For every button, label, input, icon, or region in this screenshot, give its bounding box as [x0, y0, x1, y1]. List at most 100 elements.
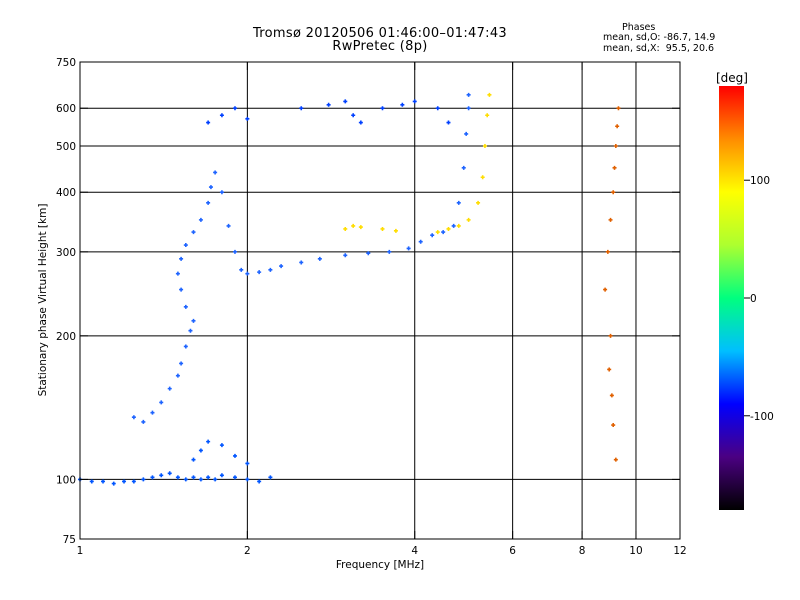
data-point	[608, 217, 613, 222]
data-point	[213, 170, 218, 175]
colorbar-title: [deg]	[716, 71, 748, 85]
data-point	[213, 477, 218, 482]
data-point	[268, 267, 273, 272]
data-point	[380, 226, 385, 231]
data-point	[380, 106, 385, 111]
data-point	[219, 113, 224, 118]
data-point	[232, 106, 237, 111]
data-point	[418, 239, 423, 244]
phase-x-stats: mean, sd,X: 95.5, 20.6	[603, 43, 715, 54]
data-point	[206, 475, 211, 480]
colorbar-tick-label: 0	[750, 293, 757, 305]
data-point	[150, 410, 155, 415]
data-point	[245, 477, 250, 482]
data-point	[111, 481, 116, 486]
y-axis: 75 100 200 300 400 500 600 750	[56, 57, 680, 546]
data-point	[613, 143, 618, 148]
data-point	[299, 106, 304, 111]
data-point	[198, 217, 203, 222]
data-point	[387, 249, 392, 254]
data-point	[206, 120, 211, 125]
data-point	[183, 477, 188, 482]
data-point	[482, 143, 487, 148]
data-point	[441, 230, 446, 235]
x-tick-label: 2	[244, 545, 251, 557]
y-tick-label: 400	[56, 187, 76, 199]
data-point	[167, 386, 172, 391]
scatter-points	[78, 92, 621, 486]
phases-heading: Phases	[622, 22, 656, 33]
plot-frame	[79, 61, 681, 540]
data-point	[607, 367, 612, 372]
grid-lines	[80, 62, 680, 539]
data-point	[299, 260, 304, 265]
data-point	[609, 393, 614, 398]
data-point	[245, 116, 250, 121]
data-point	[608, 333, 613, 338]
data-point	[451, 223, 456, 228]
y-axis-label: Stationary phase Virtual Height [km]	[37, 204, 49, 397]
data-point	[326, 102, 331, 107]
data-point	[101, 479, 106, 484]
data-point	[245, 461, 250, 466]
data-point	[446, 120, 451, 125]
colorbar-tick-label: -100	[750, 411, 774, 423]
data-point	[461, 165, 466, 170]
data-point	[466, 217, 471, 222]
data-point	[257, 270, 262, 275]
data-point	[400, 102, 405, 107]
data-point	[232, 475, 237, 480]
data-point	[191, 318, 196, 323]
data-point	[487, 92, 492, 97]
data-point	[141, 477, 146, 482]
data-point	[179, 256, 184, 261]
data-point	[358, 120, 363, 125]
x-axis: 1 2 4 6 8 10 12	[77, 62, 687, 557]
data-point	[131, 479, 136, 484]
data-point	[268, 475, 273, 480]
x-tick-label: 6	[509, 545, 516, 557]
phase-o-stats: mean, sd,O: -86.7, 14.9	[603, 32, 716, 43]
x-tick-label: 10	[629, 545, 642, 557]
data-point	[175, 373, 180, 378]
data-point	[232, 453, 237, 458]
data-point	[343, 253, 348, 258]
data-point	[393, 228, 398, 233]
data-point	[191, 230, 196, 235]
data-point	[446, 226, 451, 231]
data-point	[279, 264, 284, 269]
data-point	[191, 457, 196, 462]
data-point	[219, 443, 224, 448]
data-point	[183, 344, 188, 349]
x-tick-label: 12	[673, 545, 686, 557]
data-point	[198, 448, 203, 453]
data-point	[131, 415, 136, 420]
data-point	[456, 223, 461, 228]
x-tick-label: 1	[77, 545, 84, 557]
data-point	[232, 249, 237, 254]
data-point	[611, 423, 616, 428]
data-point	[175, 475, 180, 480]
data-point	[611, 190, 616, 195]
data-point	[343, 226, 348, 231]
data-point	[605, 249, 610, 254]
data-point	[435, 106, 440, 111]
data-point	[603, 287, 608, 292]
data-point	[412, 99, 417, 104]
chart-subtitle: RwPretec (8p)	[332, 39, 428, 54]
x-tick-label: 8	[579, 545, 586, 557]
data-point	[257, 479, 262, 484]
data-point	[239, 267, 244, 272]
data-point	[122, 479, 127, 484]
data-point	[351, 113, 356, 118]
colorbar-ticks: 100 0 -100	[744, 175, 774, 423]
y-tick-label: 100	[56, 474, 76, 486]
data-point	[358, 225, 363, 230]
data-point	[219, 190, 224, 195]
data-point	[150, 475, 155, 480]
data-point	[191, 475, 196, 480]
data-point	[183, 304, 188, 309]
data-point	[179, 287, 184, 292]
data-point	[317, 256, 322, 261]
